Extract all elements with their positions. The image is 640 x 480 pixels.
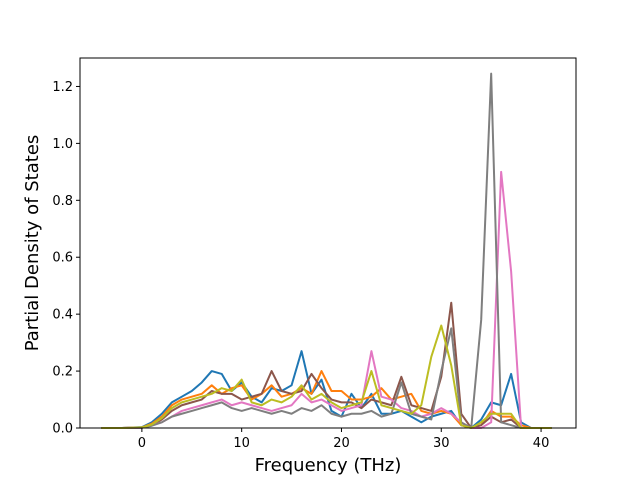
x-tick-label: 40 [533,436,550,451]
y-axis-ticks: 0.0 0.2 0.4 0.6 0.8 1.0 1.2 [52,80,80,437]
series-line-5 [100,72,553,429]
y-tick-label: 0.6 [52,251,73,266]
y-tick-label: 1.2 [52,80,73,95]
axes-frame [79,57,577,429]
x-tick-label: 0 [138,436,146,451]
series-line-3 [100,301,553,429]
y-tick-label: 0.4 [52,308,73,323]
x-tick-label: 20 [333,436,350,451]
y-tick-label: 0.2 [52,365,73,380]
series-line-6 [100,324,553,429]
series-line-4 [100,170,553,429]
x-tick-label: 30 [433,436,450,451]
series-layer [100,72,553,429]
y-axis-label: Partial Density of States [22,135,43,352]
y-tick-label: 0.0 [52,422,73,437]
x-axis-label: Frequency (THz) [255,455,402,476]
series-line-1 [100,350,553,429]
x-tick-label: 10 [233,436,250,451]
y-tick-label: 1.0 [52,137,73,152]
y-tick-label: 0.8 [52,194,73,209]
x-axis-ticks: 0 10 20 30 40 [138,428,550,451]
